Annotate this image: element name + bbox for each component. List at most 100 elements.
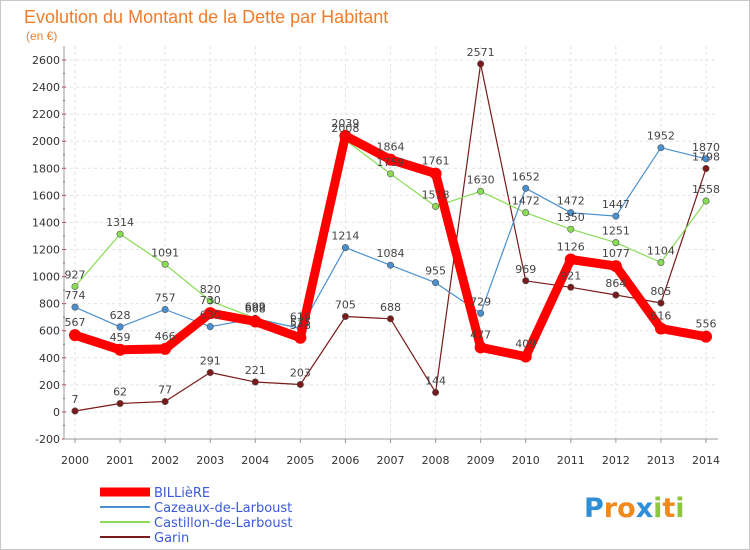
y-tick-label: 1200: [32, 244, 60, 257]
data-point: [477, 60, 485, 68]
data-label: 969: [515, 263, 536, 276]
data-point: [116, 230, 124, 238]
data-point: [519, 350, 532, 363]
data-point: [522, 277, 530, 285]
data-point: [296, 380, 304, 388]
y-tick-label: 1600: [32, 189, 60, 202]
data-label: 921: [560, 269, 581, 282]
data-label: 2008: [331, 122, 359, 135]
data-label: 668: [245, 303, 266, 316]
data-point: [657, 258, 665, 266]
x-tick-label: 2000: [61, 454, 89, 467]
y-tick-label: 2200: [32, 108, 60, 121]
data-point: [564, 253, 577, 266]
y-tick-label: 0: [53, 406, 60, 419]
data-label: 692: [245, 300, 266, 313]
data-point: [161, 398, 169, 406]
data-label: 1350: [557, 211, 585, 224]
data-point: [609, 260, 622, 273]
series-layer: [69, 60, 712, 415]
y-tick-label: 200: [39, 379, 60, 392]
x-tick-label: 2004: [241, 454, 269, 467]
data-label: 1251: [602, 225, 630, 238]
y-tick-label: 400: [39, 352, 60, 365]
data-point: [341, 313, 349, 321]
data-point: [429, 167, 442, 180]
data-label: 1518: [422, 188, 450, 201]
x-tick-label: 2003: [196, 454, 224, 467]
data-point: [206, 297, 214, 305]
data-label: 1472: [557, 195, 585, 208]
x-tick-label: 2011: [557, 454, 585, 467]
data-label: 729: [470, 295, 491, 308]
y-tick-label: 600: [39, 325, 60, 338]
data-label: 1447: [602, 198, 630, 211]
data-label: 690: [245, 301, 266, 314]
x-tick-label: 2008: [422, 454, 450, 467]
data-point: [702, 165, 710, 173]
data-point: [522, 184, 530, 192]
logo-letter: x: [636, 493, 653, 524]
legend-label: BILLièRE: [154, 486, 210, 501]
axes: -200 0 200 400 600 800 1000 1200 1400 1600 1800 200…: [32, 46, 720, 467]
data-label: 774: [65, 289, 86, 302]
logo-letter: r: [604, 493, 618, 524]
data-point: [567, 225, 575, 233]
x-tick-label: 2006: [331, 454, 359, 467]
data-label: 630: [200, 309, 221, 322]
data-point: [71, 407, 79, 415]
data-label: 1870: [692, 141, 720, 154]
data-point: [567, 209, 575, 217]
data-label: 688: [380, 301, 401, 314]
data-label: 730: [200, 294, 221, 307]
data-point: [116, 400, 124, 408]
data-label: 1798: [692, 151, 720, 164]
proxiti-logo: Proxiti: [584, 493, 685, 524]
y-tick-label: 1800: [32, 162, 60, 175]
data-label: 1630: [467, 173, 495, 186]
data-point: [71, 303, 79, 311]
data-label: 1126: [557, 241, 585, 254]
y-tick-label: -200: [35, 433, 60, 446]
data-point: [69, 329, 81, 342]
chart-title: Evolution du Montant de la Dette par Hab…: [24, 7, 388, 27]
data-label: 864: [605, 277, 626, 290]
x-tick-label: 2005: [286, 454, 314, 467]
data-point: [474, 341, 487, 354]
data-label: 203: [290, 366, 311, 379]
data-label: 459: [110, 331, 131, 344]
chart-subtitle: (en €): [26, 29, 57, 43]
y-tick-label: 800: [39, 298, 60, 311]
y-tick-label: 2000: [32, 135, 60, 148]
data-point: [249, 315, 262, 328]
x-tick-label: 2001: [106, 454, 134, 467]
data-point: [114, 343, 127, 356]
data-label: 955: [425, 265, 446, 278]
data-point: [161, 305, 169, 313]
data-label: 1558: [692, 183, 720, 196]
y-tick-label: 1000: [32, 271, 60, 284]
data-label: 616: [650, 310, 671, 323]
data-label: 1314: [106, 216, 134, 229]
data-label: 291: [200, 355, 221, 368]
logo-letter: t: [662, 493, 675, 524]
data-label: 77: [158, 384, 172, 397]
data-point: [386, 261, 394, 269]
data-label: 2571: [467, 46, 495, 59]
data-point: [432, 202, 440, 210]
data-point: [657, 299, 665, 307]
data-point: [206, 323, 214, 331]
data-point: [116, 323, 124, 331]
data-label: 144: [425, 374, 446, 387]
data-label: 1759: [377, 156, 405, 169]
data-label: 556: [696, 318, 717, 331]
x-tick-label: 2012: [602, 454, 630, 467]
data-point: [432, 279, 440, 287]
data-point: [567, 283, 575, 291]
grid: [64, 46, 718, 440]
x-tick-label: 2007: [377, 454, 405, 467]
data-label: 927: [65, 268, 86, 281]
data-label: 466: [155, 330, 176, 343]
data-label: 820: [200, 283, 221, 296]
